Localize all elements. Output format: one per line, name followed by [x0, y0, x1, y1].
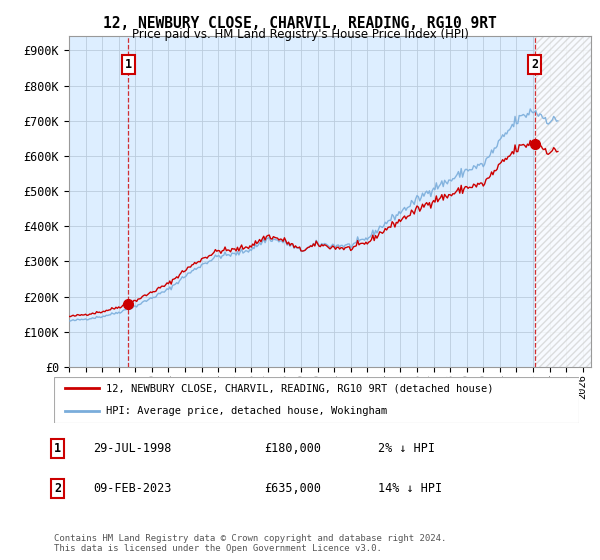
- FancyBboxPatch shape: [54, 377, 579, 423]
- Text: £635,000: £635,000: [264, 482, 321, 496]
- Text: 1: 1: [54, 442, 61, 455]
- Text: Contains HM Land Registry data © Crown copyright and database right 2024.
This d: Contains HM Land Registry data © Crown c…: [54, 534, 446, 553]
- Text: 2: 2: [54, 482, 61, 496]
- Text: 2: 2: [531, 58, 538, 71]
- Text: £180,000: £180,000: [264, 442, 321, 455]
- Text: 29-JUL-1998: 29-JUL-1998: [93, 442, 172, 455]
- Text: 1: 1: [125, 58, 132, 71]
- Text: 12, NEWBURY CLOSE, CHARVIL, READING, RG10 9RT (detached house): 12, NEWBURY CLOSE, CHARVIL, READING, RG1…: [107, 384, 494, 393]
- Bar: [535, 36, 591, 367]
- Text: 09-FEB-2023: 09-FEB-2023: [93, 482, 172, 496]
- Text: HPI: Average price, detached house, Wokingham: HPI: Average price, detached house, Woki…: [107, 407, 388, 416]
- Bar: [535, 36, 591, 367]
- Text: Price paid vs. HM Land Registry's House Price Index (HPI): Price paid vs. HM Land Registry's House …: [131, 28, 469, 41]
- Text: 12, NEWBURY CLOSE, CHARVIL, READING, RG10 9RT: 12, NEWBURY CLOSE, CHARVIL, READING, RG1…: [103, 16, 497, 31]
- Text: 14% ↓ HPI: 14% ↓ HPI: [378, 482, 442, 496]
- Text: 2% ↓ HPI: 2% ↓ HPI: [378, 442, 435, 455]
